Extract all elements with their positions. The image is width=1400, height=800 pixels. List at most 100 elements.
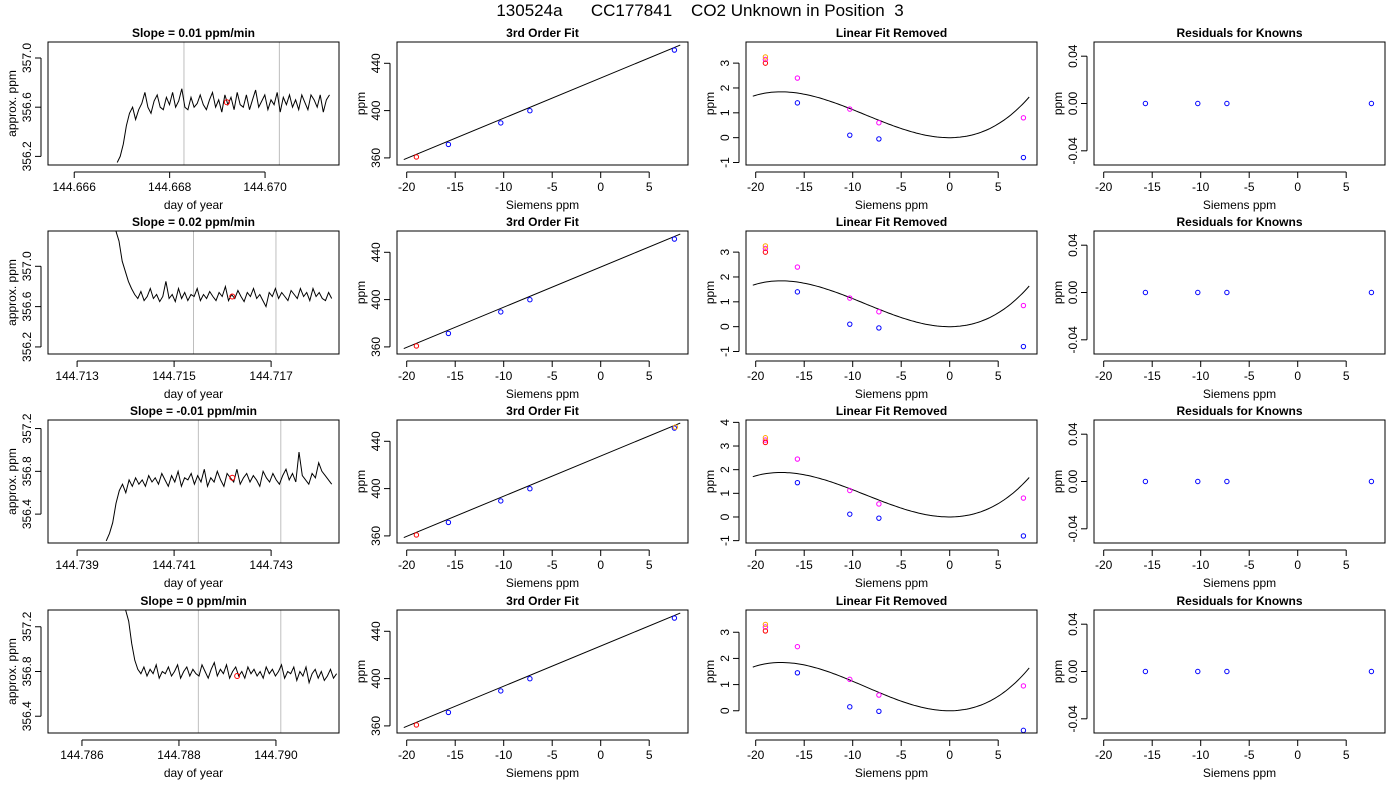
linear-marker xyxy=(876,692,882,698)
linear-marker xyxy=(876,501,882,507)
x-axis-label: Siemens ppm xyxy=(855,198,928,212)
linear-marker xyxy=(762,437,769,443)
unknown-marker xyxy=(413,154,420,160)
x-tick-label: -10 xyxy=(844,369,862,383)
x-tick-label: 0 xyxy=(1294,748,1301,762)
x-tick-label: 0 xyxy=(946,369,953,383)
time-series-line xyxy=(116,88,330,163)
y-tick-label: 356.4 xyxy=(20,499,34,529)
linear-marker xyxy=(762,56,769,63)
y-tick-label: 1 xyxy=(718,298,732,305)
cubic-curve xyxy=(752,472,1030,518)
known-marker xyxy=(847,132,853,138)
y-axis-label: ppm xyxy=(1051,470,1065,493)
x-tick-label: 5 xyxy=(995,748,1002,762)
y-tick-label: 360 xyxy=(369,716,383,736)
y-tick-label: -0.04 xyxy=(1066,515,1080,543)
plot-frame xyxy=(396,419,689,544)
known-marker xyxy=(1020,533,1027,539)
linear-marker xyxy=(847,295,853,301)
x-tick-label: 5 xyxy=(646,558,653,572)
y-tick-label: -0.04 xyxy=(1066,326,1080,354)
y-tick-label: -1 xyxy=(718,346,732,357)
y-tick-label: 0.04 xyxy=(1066,422,1080,446)
y-tick-label: 0.00 xyxy=(1066,659,1080,683)
x-tick-label: -5 xyxy=(547,180,558,194)
y-tick-label: 0.00 xyxy=(1066,280,1080,304)
x-tick-label: 5 xyxy=(646,748,653,762)
linear-marker xyxy=(794,456,801,462)
y-tick-label: 440 xyxy=(369,431,383,451)
unknown-marker xyxy=(234,672,241,679)
x-tick-label: 0 xyxy=(1294,180,1301,194)
x-axis-label: Siemens ppm xyxy=(855,576,928,590)
y-tick-label: 400 xyxy=(369,289,383,309)
plot-frame xyxy=(745,419,1038,544)
time-series-line xyxy=(115,231,333,309)
panel-title: Slope = 0 ppm/min xyxy=(140,594,246,608)
x-tick-label: -10 xyxy=(495,180,513,194)
x-tick-label: 0 xyxy=(1294,369,1301,383)
known-marker xyxy=(527,297,533,303)
x-tick-label: 144.668 xyxy=(148,180,192,194)
y-tick-label: 360 xyxy=(369,526,383,546)
panel-title: Residuals for Knowns xyxy=(1176,215,1302,229)
plot-frame xyxy=(745,230,1038,355)
known-marker xyxy=(847,511,853,517)
known-marker xyxy=(794,289,801,295)
x-tick-label: -20 xyxy=(1095,748,1113,762)
fit-line xyxy=(403,44,681,161)
known-marker xyxy=(876,515,882,521)
x-tick-label: -10 xyxy=(1192,180,1210,194)
plot-frame xyxy=(745,41,1038,166)
y-axis-label: ppm xyxy=(703,470,717,493)
x-tick-label: -15 xyxy=(796,180,814,194)
x-tick-label: -10 xyxy=(844,558,862,572)
x-tick-label: -20 xyxy=(1095,558,1113,572)
linear-marker xyxy=(876,120,882,126)
panel-title: Residuals for Knowns xyxy=(1176,404,1302,418)
y-tick-label: 360 xyxy=(369,337,383,357)
fit-line xyxy=(403,233,681,350)
panel-title: 3rd Order Fit xyxy=(506,215,579,229)
y-tick-label: 3 xyxy=(718,248,732,255)
unknown-marker xyxy=(413,343,420,349)
x-tick-label: 0 xyxy=(946,558,953,572)
known-marker xyxy=(445,519,452,526)
known-marker xyxy=(1195,668,1201,675)
plot-frame xyxy=(1093,419,1386,544)
known-marker xyxy=(1224,289,1230,296)
x-tick-label: -5 xyxy=(896,748,907,762)
known-marker xyxy=(527,108,533,114)
x-tick-label: 5 xyxy=(1343,180,1350,194)
x-tick-label: -5 xyxy=(547,558,558,572)
y-tick-label: 357.2 xyxy=(20,413,34,443)
known-marker xyxy=(1020,154,1027,161)
x-axis-label: Siemens ppm xyxy=(506,576,579,590)
y-tick-label: 1 xyxy=(718,109,732,116)
known-marker xyxy=(876,136,882,142)
x-tick-label: 5 xyxy=(646,369,653,383)
y-tick-label: 1 xyxy=(718,681,732,688)
y-tick-label: 3 xyxy=(718,59,732,66)
y-tick-label: 0.04 xyxy=(1066,44,1080,68)
known-marker xyxy=(1224,668,1230,675)
known-marker xyxy=(445,330,452,337)
y-tick-label: 357.0 xyxy=(20,43,34,73)
x-tick-label: -15 xyxy=(447,180,465,194)
y-axis-label: approx. ppm xyxy=(5,70,19,137)
plot-frame xyxy=(47,41,340,166)
x-tick-label: -10 xyxy=(1192,558,1210,572)
x-tick-label: 5 xyxy=(995,558,1002,572)
x-tick-label: 5 xyxy=(995,369,1002,383)
known-marker xyxy=(498,688,504,694)
x-tick-label: -10 xyxy=(844,180,862,194)
y-tick-label: -0.04 xyxy=(1066,137,1080,165)
x-tick-label: -20 xyxy=(398,180,416,194)
x-tick-label: -15 xyxy=(796,369,814,383)
x-tick-label: -20 xyxy=(398,558,416,572)
x-axis-label: Siemens ppm xyxy=(506,198,579,212)
linear-marker xyxy=(847,487,853,494)
y-axis-label: ppm xyxy=(1051,660,1065,683)
